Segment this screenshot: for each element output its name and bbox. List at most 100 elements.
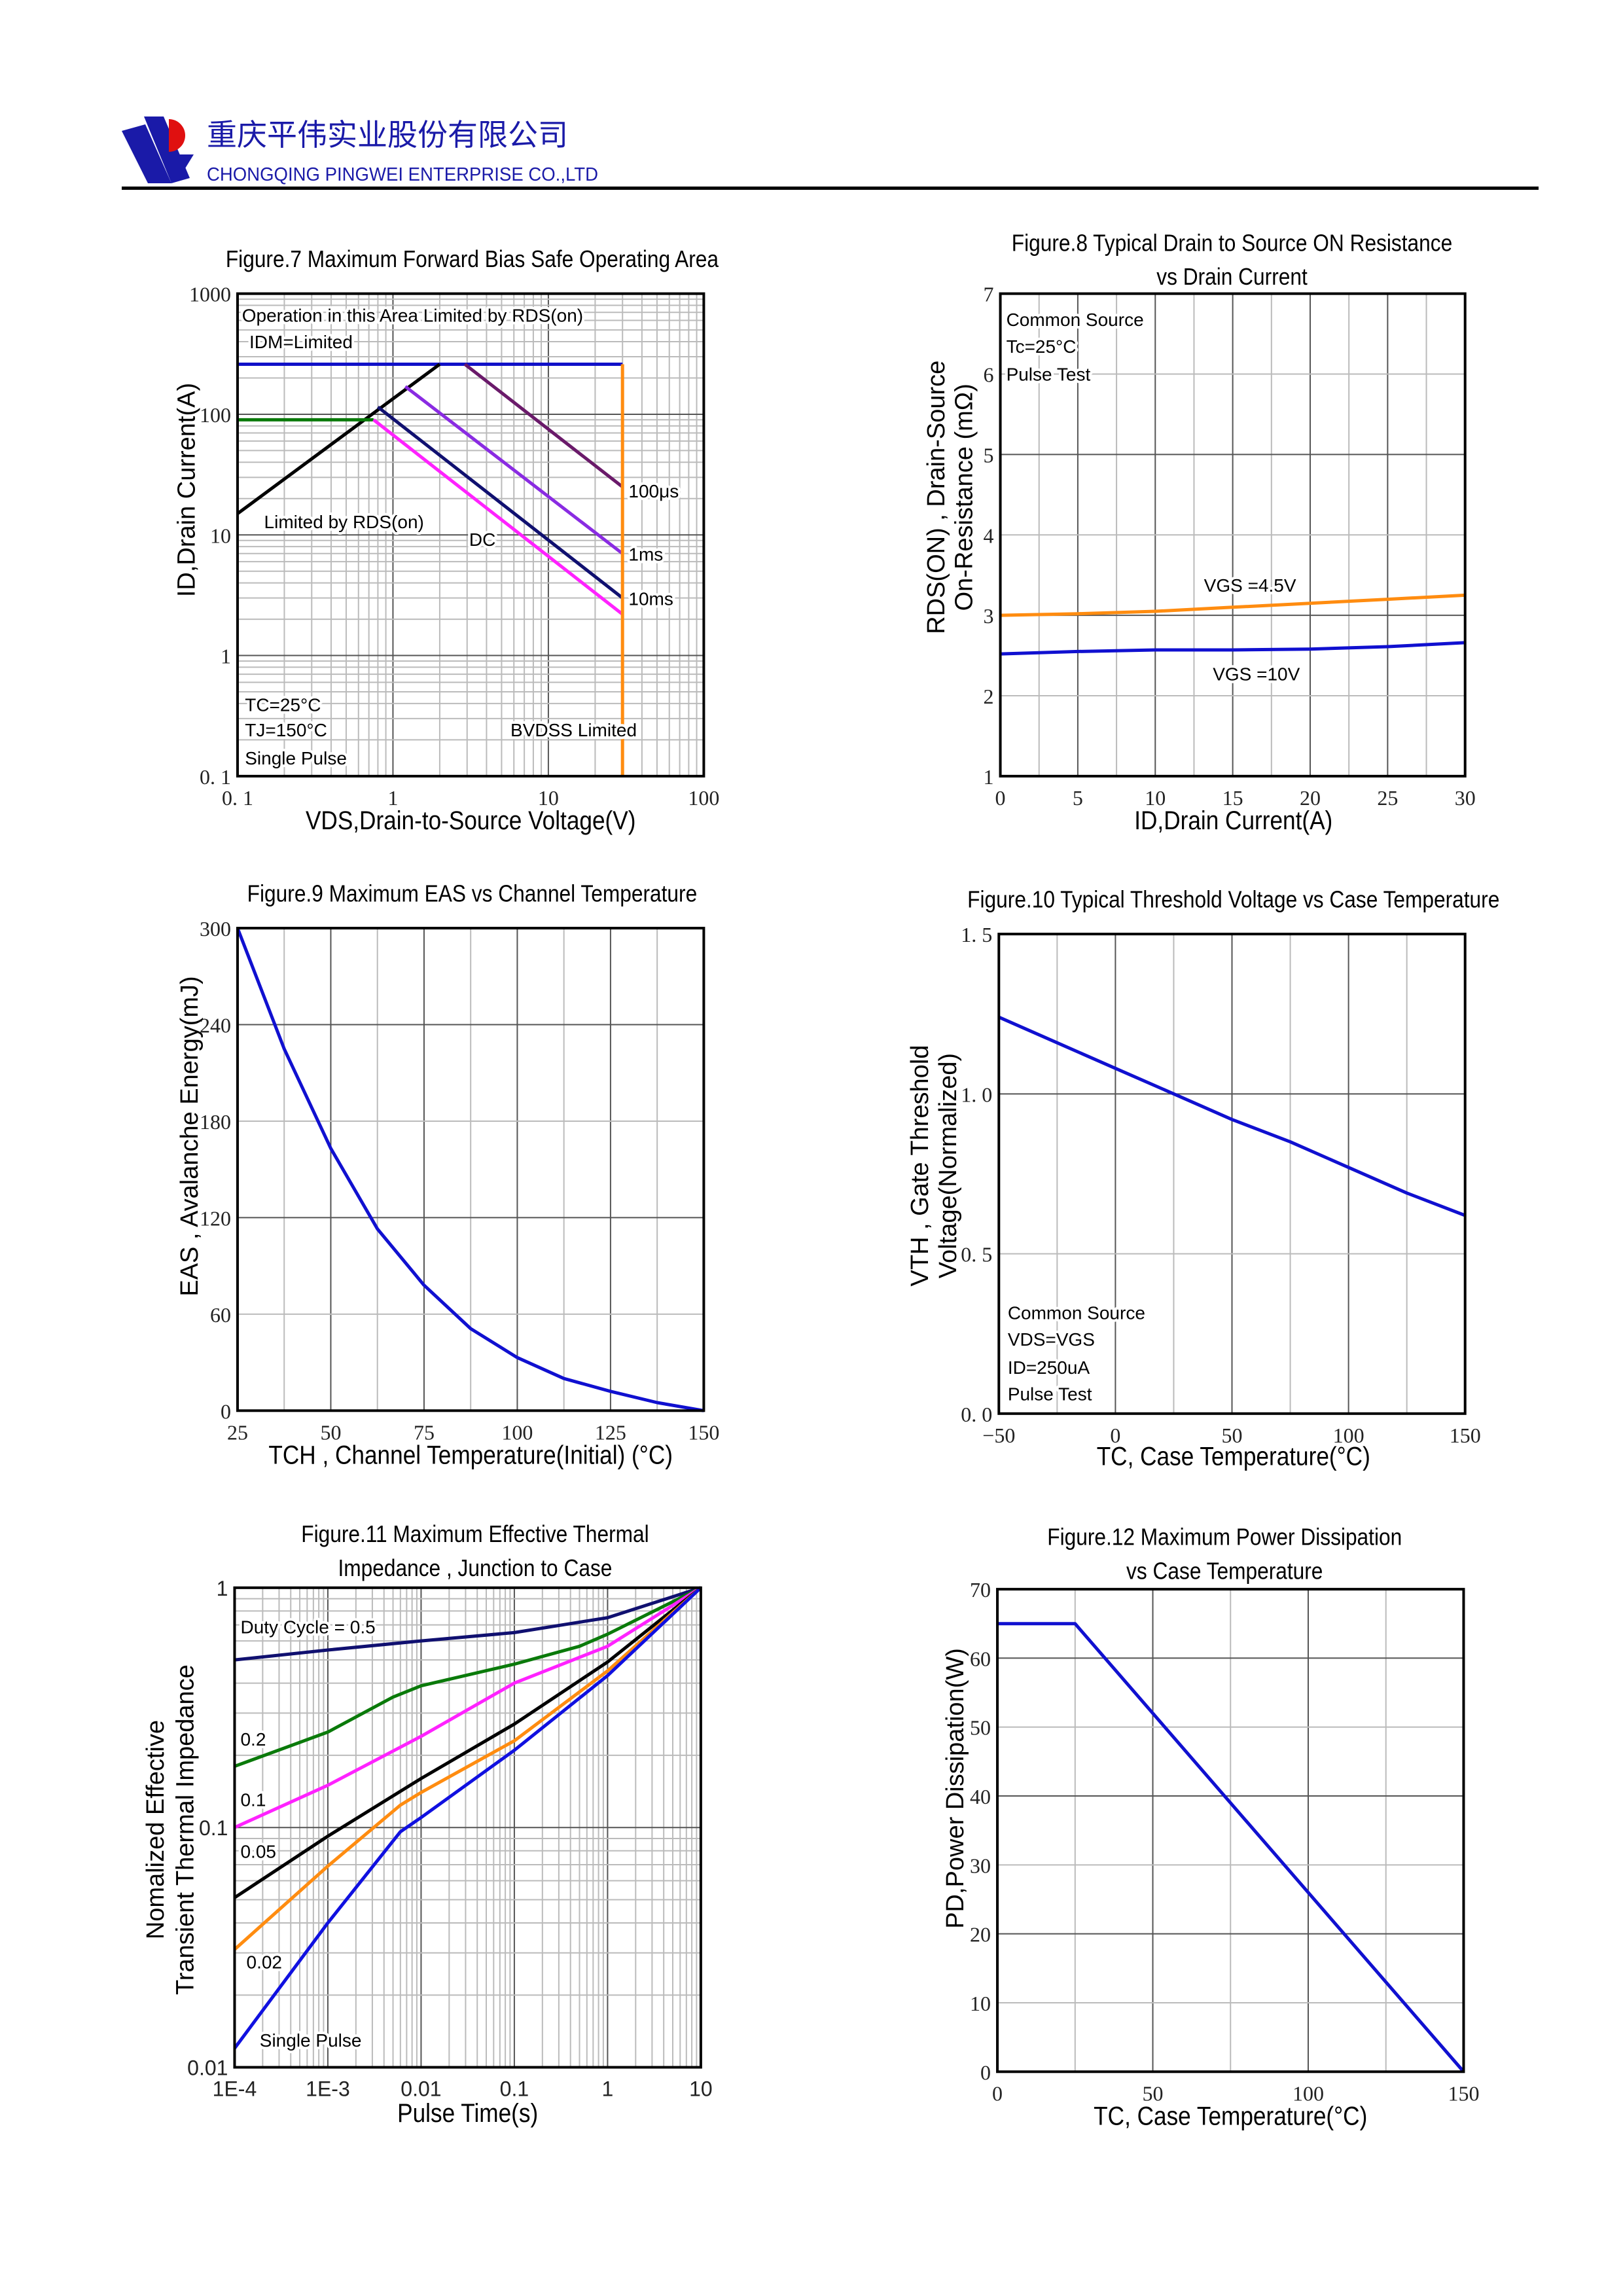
y-tick-label: 20 <box>970 1923 991 1946</box>
y-tick-label: 70 <box>970 1578 991 1602</box>
x-tick-label: 10 <box>1145 786 1166 810</box>
y-tick-label: 6 <box>984 363 994 387</box>
y-tick-label: 60 <box>210 1303 231 1327</box>
chart-title: Figure.11 Maximum Effective Thermal <box>301 1521 649 1547</box>
chart-figure-11: 1E-4 1E-3 0.01 0.1 1 10 0.01 0.1 1 Figure.11 Maxi… <box>142 1521 712 2127</box>
chart-figure-12: 0 50 100 150 0 10 20 30 40 50 60 70 Figure.12 Maximu… <box>942 1524 1479 2130</box>
y-axis-label: VTH , Gate Threshold <box>906 1045 934 1287</box>
chart-title: Figure.8 Typical Drain to Source ON Resi… <box>1012 230 1452 256</box>
plot-frame <box>999 292 1467 778</box>
chart-title: Figure.12 Maximum Power Dissipation <box>1047 1524 1402 1551</box>
y-tick-label: 1 <box>984 765 994 789</box>
company-name-en: CHONGQING PINGWEI ENTERPRISE CO.,LTD <box>207 164 598 185</box>
y-tick-label: 300 <box>200 917 231 941</box>
chart-title: vs Drain Current <box>1156 264 1308 290</box>
chart-annotation: Tc=25°C <box>1007 336 1077 357</box>
chart-annotation: 0.2 <box>240 1729 266 1749</box>
y-axis-label: On-Resistance (mΩ) <box>951 384 978 611</box>
chart-annotation: Duty Cycle = 0.5 <box>240 1617 375 1638</box>
x-tick-label: 0.1 <box>500 2077 529 2101</box>
x-tick-label: 25 <box>227 1420 248 1444</box>
plot-frame <box>236 927 705 1412</box>
x-tick-label: 1 <box>602 2077 614 2101</box>
chart-annotation: Single Pulse <box>245 748 347 768</box>
series-line-1 <box>236 363 441 515</box>
chart-annotation: Common Source <box>1008 1303 1145 1323</box>
y-tick-label: 1 <box>217 1577 228 1600</box>
chart-annotation: VDS=VGS <box>1008 1329 1095 1350</box>
plot-frame <box>997 933 1467 1415</box>
chart-figure-10: −50 0 50 100 150 0. 0 0. 5 1. 0 1. 5 Figure.10 Ty… <box>906 887 1499 1471</box>
chart-annotation: 1ms <box>628 545 663 565</box>
x-axis-label: TC, Case Temperature(°C) <box>1097 1442 1370 1471</box>
x-tick-label: 10 <box>538 786 559 810</box>
x-tick-label: 5 <box>1073 786 1083 810</box>
gridlines <box>234 1587 701 2068</box>
series-line-4 <box>233 1586 702 1951</box>
x-tick-label: 20 <box>1300 786 1321 810</box>
x-tick-label: 100 <box>501 1420 533 1444</box>
y-tick-label: 0.01 <box>187 2056 228 2080</box>
y-tick-label: 50 <box>970 1716 991 1740</box>
x-tick-label: −50 <box>982 1424 1015 1447</box>
series-line-3 <box>234 1586 702 1899</box>
y-tick-label: 3 <box>984 604 994 628</box>
header-divider <box>122 187 1539 190</box>
y-tick-label: 0.1 <box>199 1816 228 1840</box>
x-tick-label: 10 <box>689 2077 713 2101</box>
chart-figure-8: 0 5 10 15 20 25 30 1 2 3 4 5 6 7 Figure.8 Typical Drai… <box>923 230 1476 834</box>
chart-annotation: 0.05 <box>240 1841 276 1861</box>
x-tick-label: 100 <box>688 786 719 810</box>
x-axis-label: TCH , Channel Temperature(Initial) (°C) <box>268 1440 673 1469</box>
chart-title: Figure.7 Maximum Forward Bias Safe Opera… <box>226 246 719 272</box>
y-axis-label: ID,Drain Current(A) <box>173 383 201 597</box>
y-tick-label: 0. 1 <box>200 765 231 789</box>
y-tick-label: 1 <box>221 645 231 668</box>
series-line-3 <box>463 363 624 488</box>
x-tick-label: 100 <box>1293 2081 1324 2105</box>
y-tick-label: 0. 0 <box>961 1403 992 1426</box>
x-tick-label: 50 <box>320 1420 341 1444</box>
series-line-1 <box>234 1586 702 1768</box>
x-tick-label: 0. 1 <box>222 786 253 810</box>
chart-annotation: TJ=150°C <box>245 720 327 740</box>
chart-annotation: Pulse Test <box>1008 1384 1092 1405</box>
x-tick-label: 75 <box>414 1420 435 1444</box>
x-tick-label: 125 <box>595 1420 626 1444</box>
series-line-1 <box>1000 641 1465 656</box>
x-axis-label: TC, Case Temperature(°C) <box>1094 2101 1367 2130</box>
y-axis-label: PD,Power Dissipation(W) <box>942 1648 969 1929</box>
y-axis-label: Transient Thermal Impedance <box>171 1664 199 1995</box>
x-tick-label: 1E-4 <box>213 2077 257 2101</box>
chart-annotation: 0.02 <box>247 1952 283 1973</box>
x-axis-label: Pulse Time(s) <box>397 2098 538 2128</box>
chart-annotation: 10ms <box>628 588 673 609</box>
x-tick-label: 0 <box>992 2081 1003 2105</box>
y-tick-label: 0 <box>980 2060 991 2084</box>
y-tick-label: 120 <box>200 1206 231 1230</box>
chart-annotation: Common Source <box>1007 310 1144 330</box>
y-tick-label: 30 <box>970 1854 991 1877</box>
x-tick-label: 15 <box>1222 786 1243 810</box>
chart-annotation: IDM=Limited <box>249 332 353 352</box>
x-tick-label: 150 <box>688 1420 719 1444</box>
chart-figure-7: 0. 1 1 10 100 0. 1 1 10 100 1000 Figure.7 Maximum… <box>173 246 720 834</box>
y-axis-label: EAS , Avalanche Energy(mJ) <box>176 976 204 1296</box>
y-tick-label: 1. 5 <box>961 923 992 946</box>
chart-annotation: DC <box>469 529 495 550</box>
x-tick-label: 50 <box>1222 1424 1243 1447</box>
y-tick-label: 5 <box>984 443 994 467</box>
y-tick-label: 60 <box>970 1647 991 1670</box>
y-tick-label: 100 <box>200 403 231 427</box>
y-tick-label: 4 <box>984 524 994 547</box>
series-line-6 <box>372 418 624 616</box>
x-tick-label: 0 <box>1110 1424 1120 1447</box>
y-tick-label: 1000 <box>189 283 231 306</box>
series-line-0 <box>997 1622 1465 2073</box>
y-tick-label: 1. 0 <box>961 1083 992 1106</box>
plot-frame <box>996 1588 1465 2073</box>
series-line-0 <box>236 927 704 1412</box>
y-tick-label: 240 <box>200 1014 231 1037</box>
chart-annotation: Pulse Test <box>1007 365 1091 385</box>
